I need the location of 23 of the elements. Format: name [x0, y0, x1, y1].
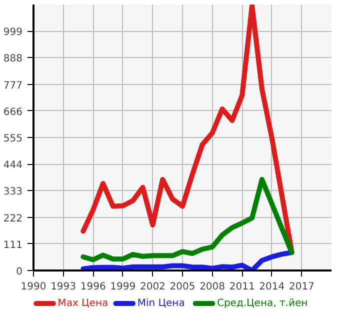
x-tick-label: 2005 [170, 282, 196, 292]
y-tick-label: 888 [3, 54, 23, 65]
legend-label: Min Цена [137, 298, 185, 309]
y-tick-label: 666 [3, 106, 23, 118]
x-tick-label: 1999 [110, 282, 136, 292]
y-tick-label: 444 [3, 160, 23, 172]
y-tick-label: 777 [3, 80, 23, 92]
x-tick-label: 1993 [50, 282, 76, 292]
x-tick-label: 2011 [229, 282, 255, 292]
y-tick-label: 555 [3, 134, 23, 144]
y-tick-label: 999 [3, 27, 23, 38]
y-tick-label: 111 [3, 240, 23, 251]
y-tick-label: 222 [3, 213, 23, 224]
legend-label: Сред.Цена, т.йен [216, 298, 308, 309]
x-tick-label: 1990 [20, 282, 46, 292]
y-tick-label: 0 [16, 266, 23, 278]
y-tick-label: 333 [3, 186, 23, 198]
x-tick-label: 1996 [80, 282, 106, 292]
x-tick-label: 2014 [259, 282, 285, 292]
x-tick-label: 2008 [200, 282, 226, 292]
legend-label: Max Цена [58, 298, 108, 309]
x-tick-label: 2017 [288, 282, 314, 292]
x-tick-label: 2002 [140, 282, 166, 292]
